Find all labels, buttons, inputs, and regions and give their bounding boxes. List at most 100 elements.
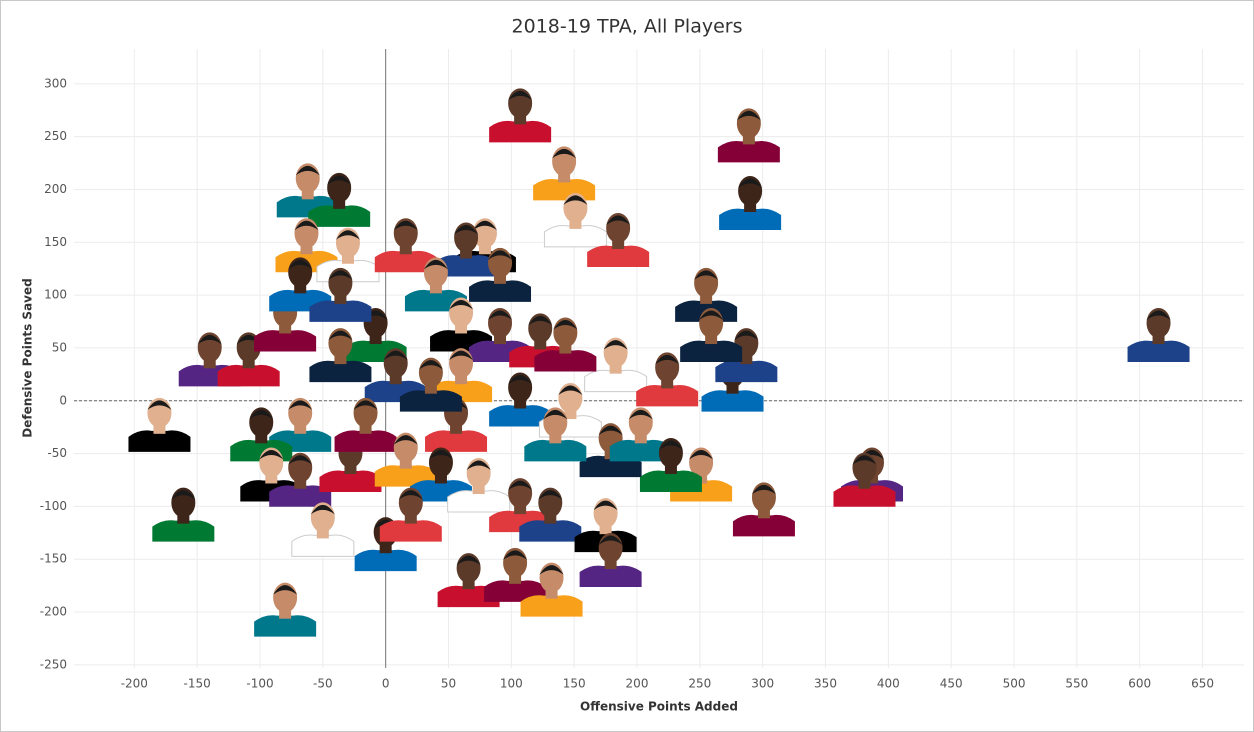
neck: [558, 173, 571, 183]
jersey: [399, 390, 462, 412]
hair: [538, 490, 563, 500]
neck: [599, 525, 612, 535]
hair: [694, 270, 719, 280]
hair: [456, 555, 481, 566]
neck: [472, 485, 485, 495]
neck: [700, 294, 713, 304]
jersey: [636, 385, 699, 407]
grid: [74, 49, 1244, 668]
jersey: [1127, 340, 1190, 363]
hair: [543, 409, 568, 420]
neck: [333, 199, 346, 209]
hair: [393, 435, 418, 445]
neck: [460, 249, 473, 259]
player-headshot: [309, 267, 372, 322]
y-tick-label: -50: [47, 446, 67, 460]
player-headshot: [489, 478, 552, 533]
jersey: [447, 490, 511, 513]
hair: [503, 550, 528, 560]
player-headshot: [1127, 308, 1190, 363]
jersey: [680, 340, 743, 363]
jersey: [534, 350, 597, 372]
hair: [508, 374, 533, 385]
neck: [604, 560, 617, 570]
player-headshot: [639, 437, 702, 492]
jersey: [519, 520, 582, 542]
neck: [744, 202, 757, 212]
player-headshot: [425, 397, 488, 452]
neck: [478, 245, 491, 255]
hair: [454, 224, 479, 235]
hair: [472, 220, 497, 231]
neck: [301, 190, 314, 200]
neck: [634, 434, 647, 444]
x-tick-label: -200: [121, 677, 148, 691]
jersey: [254, 615, 317, 637]
hair: [552, 148, 577, 159]
player-headshot: [833, 452, 896, 507]
x-tick-label: 550: [1065, 677, 1088, 691]
neck: [450, 424, 463, 434]
neck: [494, 274, 507, 284]
jersey: [732, 514, 795, 537]
x-tick-label: 0: [382, 677, 390, 691]
y-tick-label: 0: [59, 393, 67, 407]
neck: [509, 574, 522, 584]
hair: [353, 400, 378, 410]
neck: [389, 375, 402, 385]
player-headshot: [519, 487, 582, 542]
neck: [434, 474, 447, 484]
x-tick-label: -100: [246, 677, 273, 691]
hair: [310, 504, 335, 515]
hair: [539, 565, 564, 575]
jersey: [374, 250, 437, 273]
neck: [279, 324, 292, 334]
player-headshot: [374, 218, 437, 273]
player-headshot: [379, 487, 442, 542]
hair: [598, 535, 623, 546]
jersey: [543, 225, 607, 248]
neck: [742, 135, 755, 145]
jersey: [254, 330, 317, 352]
neck: [514, 399, 527, 409]
jersey: [334, 430, 397, 452]
hair: [488, 250, 513, 260]
neck: [203, 359, 216, 369]
hair: [327, 175, 352, 185]
hair: [553, 320, 578, 330]
x-tick-label: 200: [626, 677, 649, 691]
neck: [564, 410, 577, 420]
hair: [488, 310, 513, 321]
player-headshot: [719, 175, 782, 230]
neck: [544, 514, 557, 524]
player-headshot: [609, 407, 672, 462]
neck: [545, 589, 558, 599]
hair: [423, 259, 448, 270]
hair: [558, 385, 583, 396]
neck: [294, 284, 307, 294]
hair: [598, 425, 623, 436]
neck: [705, 335, 718, 345]
jersey: [489, 120, 552, 143]
hair: [655, 354, 680, 365]
neck: [549, 434, 562, 444]
player-headshot: [269, 397, 332, 452]
x-tick-label: 600: [1128, 677, 1151, 691]
neck: [294, 479, 307, 489]
hair: [393, 220, 418, 231]
hair: [449, 299, 474, 310]
player-headshot: [520, 562, 583, 617]
neck: [316, 529, 329, 539]
jersey: [717, 140, 780, 163]
hair: [398, 490, 423, 500]
player-headshot: [636, 352, 699, 407]
hair: [449, 350, 474, 361]
hair: [593, 500, 618, 511]
hair: [508, 90, 533, 101]
neck: [399, 459, 412, 469]
neck: [661, 379, 674, 389]
y-tick-label: 250: [44, 129, 67, 143]
neck: [265, 474, 278, 484]
hair: [383, 350, 408, 361]
jersey: [719, 208, 782, 230]
